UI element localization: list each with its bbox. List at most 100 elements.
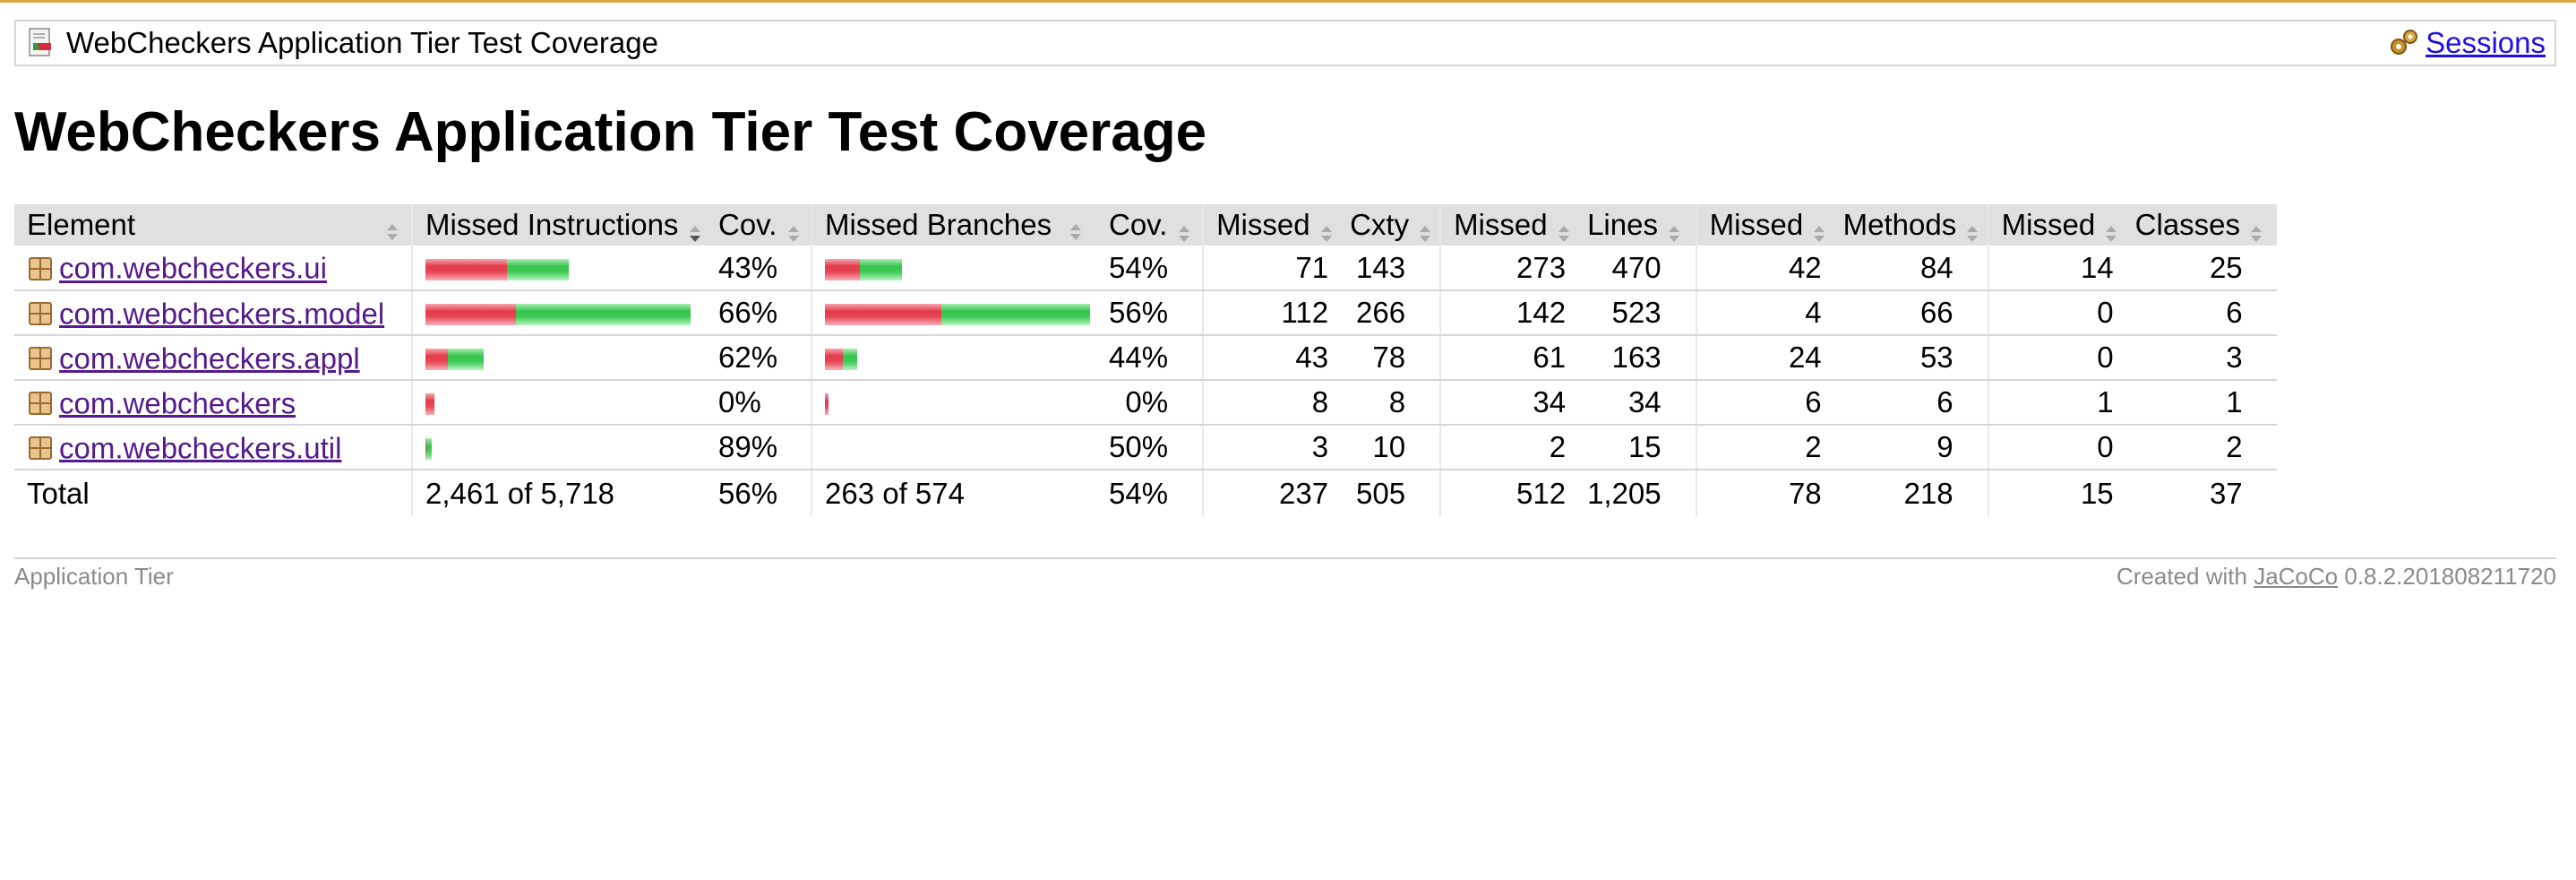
missed-methods: 24 [1695, 335, 1831, 381]
sort-icon [1320, 217, 1333, 243]
coverage-bar [425, 251, 569, 284]
header-cov-instructions[interactable]: Cov. [706, 204, 811, 246]
cov-instructions: 62% [706, 335, 811, 381]
package-icon [27, 255, 54, 282]
cov-branches: 54% [1096, 246, 1204, 291]
cxty: 143 [1337, 246, 1441, 291]
cov-branches: 56% [1096, 290, 1204, 336]
missed-bar-segment [425, 258, 507, 280]
header-cxty-label: Cxty [1350, 208, 1410, 241]
total-cov-instructions: 56% [718, 476, 778, 510]
table-row: com.webcheckers.appl 62% 44% 43 78 61 163 24 53 0… [14, 335, 2277, 381]
jacoco-link[interactable]: JaCoCo [2254, 563, 2339, 590]
cxty: 266 [1337, 290, 1441, 336]
methods: 84 [1830, 246, 1988, 291]
missed-instructions-bar-cell [411, 380, 706, 426]
sort-icon [386, 215, 399, 240]
sort-icon [1178, 217, 1190, 243]
cxty: 8 [1337, 380, 1441, 426]
cov-branches: 50% [1096, 425, 1204, 470]
missed-bar-segment [825, 393, 829, 416]
header-missed-cxty[interactable]: Missed [1202, 204, 1338, 246]
classes: 2 [2122, 425, 2277, 470]
cxty: 78 [1337, 335, 1441, 381]
coverage-bar [825, 341, 857, 374]
header-missed-classes[interactable]: Missed [1987, 204, 2123, 246]
table-header-row: Element Missed Instructions Cov. Missed … [14, 204, 2277, 246]
sessions-link[interactable]: Sessions [2426, 26, 2546, 59]
lines: 15 [1575, 425, 1696, 470]
package-cell: com.webcheckers.ui [14, 246, 412, 291]
missed-bar-segment [425, 438, 426, 461]
missed-lines: 142 [1439, 290, 1576, 336]
missed-lines: 61 [1439, 335, 1576, 381]
methods: 53 [1830, 335, 1988, 381]
total-missed-classes: 15 [1987, 470, 2123, 516]
covered-bar-segment [448, 349, 484, 371]
total-classes: 37 [2209, 476, 2243, 510]
header-missed-instructions-label: Missed Instructions [425, 208, 679, 241]
missed-methods: 2 [1695, 425, 1831, 470]
missed-branches-bar-cell [811, 380, 1096, 426]
gears-icon [2386, 27, 2422, 59]
sort-icon [1813, 217, 1825, 243]
report-icon [27, 27, 56, 59]
missed-branches-bar-cell [811, 290, 1096, 336]
cov-instructions: 0% [706, 380, 811, 426]
header-cov-branches[interactable]: Cov. [1096, 204, 1204, 246]
coverage-bar [425, 341, 484, 374]
classes: 1 [2122, 380, 2277, 426]
cov-branches: 0% [1096, 380, 1204, 426]
header-missed-methods-label: Missed [1709, 208, 1804, 241]
missed-lines: 34 [1439, 380, 1576, 426]
version-text: 0.8.2.201808211720 [2344, 563, 2556, 590]
header-lines[interactable]: Lines [1575, 204, 1696, 246]
sort-icon [1668, 217, 1680, 243]
header-missed-lines[interactable]: Missed [1439, 204, 1576, 246]
package-link[interactable]: com.webcheckers.ui [59, 251, 327, 285]
lines: 34 [1575, 380, 1696, 426]
package-link[interactable]: com.webcheckers.appl [59, 341, 360, 375]
sessions-link-container[interactable]: Sessions [2386, 26, 2546, 60]
missed-cxty: 71 [1202, 246, 1338, 291]
package-icon [27, 300, 54, 327]
package-icon [27, 345, 54, 372]
footer-divider [14, 557, 2556, 559]
header-missed-branches-label: Missed Branches [825, 208, 1052, 241]
header-missed-classes-label: Missed [2001, 208, 2096, 241]
footer-left-label: Application Tier [14, 563, 174, 590]
package-link[interactable]: com.webcheckers.util [59, 431, 342, 465]
header-element[interactable]: Element [14, 204, 412, 246]
header-missed-instructions[interactable]: Missed Instructions [411, 204, 706, 246]
footer-credit: Created with JaCoCo 0.8.2.201808211720 [2117, 563, 2556, 591]
missed-classes: 1 [1987, 380, 2123, 426]
missed-branches-bar-cell [811, 335, 1096, 381]
missed-branches-bar-cell [811, 246, 1096, 291]
missed-branches-bar-cell [811, 425, 1096, 470]
header-lines-label: Lines [1587, 208, 1658, 241]
total-missed-methods: 78 [1695, 470, 1831, 516]
header-missed-branches[interactable]: Missed Branches [811, 204, 1096, 246]
cov-instructions: 43% [706, 246, 811, 291]
header-methods[interactable]: Methods [1830, 204, 1988, 246]
total-cxty: 505 [1356, 476, 1406, 510]
package-icon [27, 435, 54, 462]
header-missed-methods[interactable]: Missed [1695, 204, 1831, 246]
sort-icon [2105, 217, 2117, 243]
methods: 6 [1830, 380, 1988, 426]
package-link[interactable]: com.webcheckers [59, 386, 296, 420]
package-link[interactable]: com.webcheckers.model [59, 297, 385, 331]
header-classes[interactable]: Classes [2122, 204, 2277, 246]
header-methods-label: Methods [1842, 208, 1957, 241]
classes: 25 [2122, 246, 2277, 291]
missed-classes: 14 [1987, 246, 2123, 291]
missed-classes: 0 [1987, 290, 2123, 336]
missed-instructions-bar-cell [411, 246, 706, 291]
breadcrumb-title: WebCheckers Application Tier Test Covera… [66, 26, 658, 59]
missed-classes: 0 [1987, 335, 2123, 381]
header-cxty[interactable]: Cxty [1337, 204, 1441, 246]
package-cell: com.webcheckers [14, 380, 412, 426]
cov-branches: 44% [1096, 335, 1204, 381]
missed-bar-segment [825, 349, 843, 371]
missed-cxty: 3 [1202, 425, 1338, 470]
